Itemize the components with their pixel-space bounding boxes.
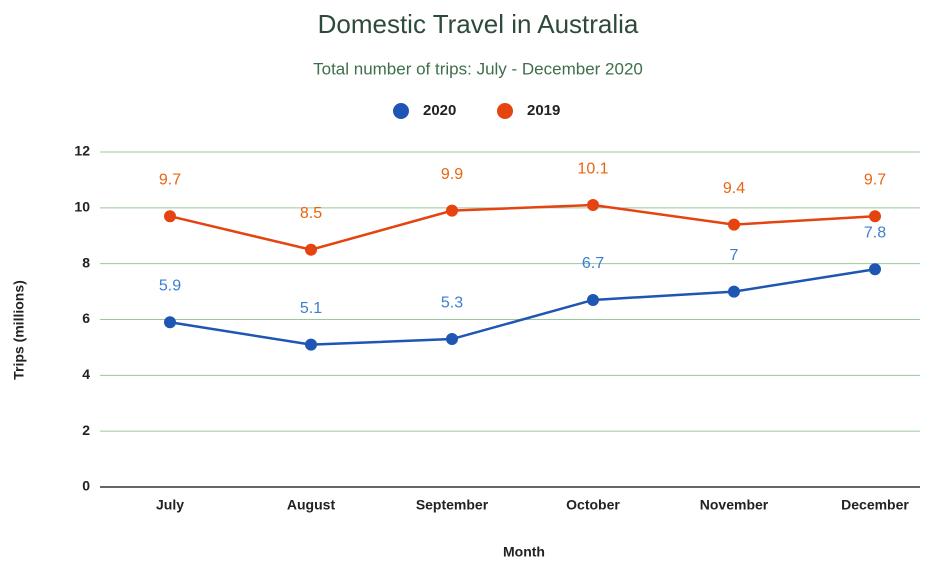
x-tick-label: July	[156, 497, 184, 513]
data-point	[587, 199, 599, 212]
data-label: 8.5	[300, 205, 322, 222]
data-label: 7.8	[864, 224, 886, 241]
y-tick-label: 0	[82, 478, 90, 494]
data-point	[869, 210, 881, 223]
data-point	[869, 263, 881, 276]
chart-title: Domestic Travel in Australia	[318, 9, 639, 39]
data-point	[164, 316, 176, 329]
data-point	[164, 210, 176, 223]
chart-subtitle: Total number of trips: July - December 2…	[313, 59, 643, 78]
data-label: 5.3	[441, 294, 463, 311]
data-point	[728, 285, 740, 298]
legend-label: 2020	[423, 102, 456, 119]
data-point	[728, 218, 740, 231]
data-label: 5.1	[300, 300, 322, 317]
data-point	[305, 338, 317, 351]
y-tick-label: 4	[82, 366, 90, 382]
data-label: 5.9	[159, 278, 181, 295]
series-line	[169, 268, 876, 346]
x-tick-label: September	[416, 497, 489, 513]
y-tick-label: 2	[82, 422, 90, 438]
y-tick-label: 12	[74, 143, 90, 159]
data-point	[305, 243, 317, 256]
legend-label: 2019	[527, 102, 560, 119]
x-tick-label: December	[841, 497, 909, 513]
x-tick-label: November	[700, 497, 769, 513]
x-axis-title: Month	[503, 544, 545, 560]
data-point	[446, 333, 458, 346]
series-line	[169, 203, 876, 251]
legend-swatch	[393, 103, 409, 119]
data-label: 10.1	[577, 160, 608, 177]
data-label: 6.7	[582, 255, 604, 272]
y-axis-title: Trips (millions)	[11, 280, 27, 380]
data-point	[587, 293, 599, 306]
data-label: 7	[730, 247, 739, 264]
legend-swatch	[497, 103, 513, 119]
data-label: 9.4	[723, 180, 745, 197]
data-label: 9.7	[159, 171, 181, 188]
y-tick-label: 8	[82, 254, 90, 270]
x-tick-label: August	[287, 497, 336, 513]
data-label: 9.7	[864, 171, 886, 188]
data-point	[446, 204, 458, 217]
x-tick-label: October	[566, 497, 620, 513]
data-label: 9.9	[441, 166, 463, 183]
y-tick-label: 10	[74, 199, 90, 215]
y-tick-label: 6	[82, 310, 90, 326]
